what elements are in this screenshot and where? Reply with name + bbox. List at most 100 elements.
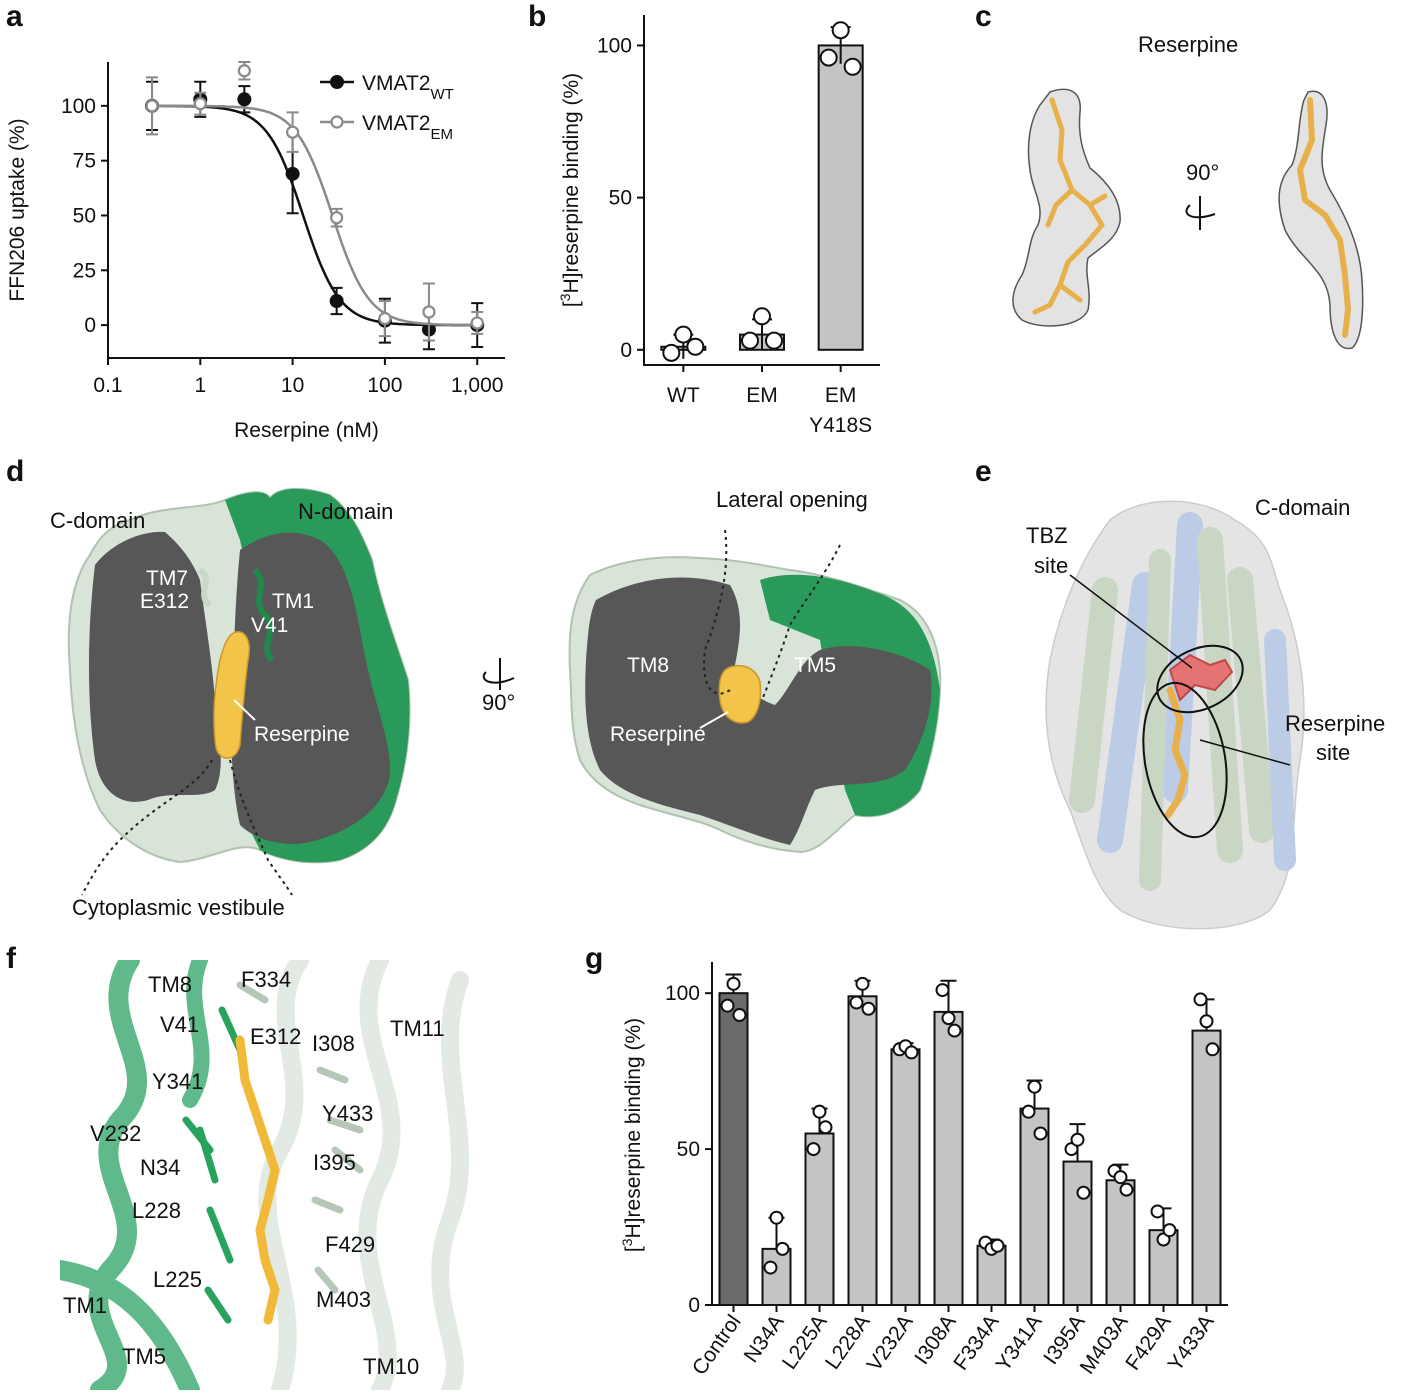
label-f-tm11: TM11	[390, 1016, 445, 1041]
point-g	[1205, 1042, 1220, 1057]
label-f-l225: L225	[153, 1267, 202, 1292]
legend-label-a: VMAT2EM	[362, 112, 453, 143]
density-map-side	[1278, 90, 1364, 350]
x-tick-label-a: 1	[194, 374, 206, 397]
label-reserpine-e1: Reserpine	[1285, 711, 1385, 736]
panel-label-f: f	[6, 942, 17, 975]
point-em	[422, 305, 436, 319]
point-g	[726, 976, 741, 991]
label-c-domain-d: C-domain	[50, 508, 145, 533]
point-g	[1119, 1182, 1134, 1197]
density-map-front	[1012, 88, 1121, 327]
reserpine-stick-side	[1297, 97, 1351, 338]
y-tick-label-a: 50	[73, 204, 96, 227]
chart-b-binding: 0 50 100 [3H]reserpine binding (%) WT EM EM Y41…	[557, 15, 880, 437]
point-em	[378, 311, 392, 326]
point-b	[662, 343, 681, 362]
point-b	[674, 325, 693, 344]
helix-bundle	[1069, 512, 1296, 891]
point-g	[720, 998, 735, 1013]
point-g	[1076, 1185, 1091, 1200]
green-sidechains	[182, 1006, 244, 1324]
label-c-domain-e: C-domain	[1255, 495, 1350, 520]
point-wt	[237, 92, 252, 107]
helix-tm10-bg	[258, 960, 309, 1390]
label-vestibule: Cytoplasmic vestibule	[72, 895, 285, 920]
helix-tm11	[358, 960, 401, 1390]
rotate-icon	[1185, 196, 1216, 230]
point-g	[941, 1011, 956, 1026]
x-tick-label-a: 10	[281, 374, 304, 397]
point-wt	[329, 293, 344, 308]
label-f-f334: F334	[241, 967, 291, 992]
helix-tm5	[60, 1260, 200, 1390]
bar-g	[1062, 1160, 1093, 1306]
label-v41-d: V41	[251, 614, 288, 637]
point-g	[1070, 1132, 1085, 1147]
lateral-opening-dots	[703, 529, 841, 701]
label-tm8-d: TM8	[627, 654, 669, 677]
point-b	[831, 21, 850, 40]
y-tick-label-b: 100	[597, 34, 632, 57]
panel-e-cartoon: C-domain TBZ site Reserpine site	[1026, 495, 1385, 930]
point-g	[763, 1260, 778, 1275]
helix-tm8	[182, 960, 210, 1108]
tm7-helix	[197, 567, 213, 608]
label-lateral-opening: Lateral opening	[716, 487, 868, 512]
label-tm5-d: TM5	[794, 654, 836, 677]
point-g	[1199, 1014, 1214, 1029]
slice-right	[585, 577, 932, 845]
point-wt	[285, 166, 300, 181]
label-n-domain-d: N-domain	[298, 499, 393, 524]
y-axis-label-b: [3H]reserpine binding (%)	[557, 73, 583, 307]
reserpine-spheres-right	[718, 664, 762, 724]
point-g	[1021, 1104, 1036, 1119]
point-g	[775, 1241, 790, 1256]
point-g	[812, 1104, 827, 1119]
point-g	[732, 1008, 747, 1023]
point-g	[1193, 992, 1208, 1007]
label-f-tm8: TM8	[148, 972, 192, 997]
y-tick-label-a: 0	[84, 314, 96, 337]
label-tm1-d: TM1	[272, 590, 314, 613]
x-tick-label-g: Control	[688, 1311, 746, 1380]
panel-c-title: Reserpine	[1138, 32, 1238, 57]
label-f-i395: I395	[313, 1150, 356, 1175]
panel-label-e: e	[975, 455, 992, 488]
x-tick-label-g: L225A	[778, 1311, 832, 1374]
label-f-v232: V232	[90, 1121, 141, 1146]
helix-6	[1139, 549, 1171, 891]
panel-label-d: d	[6, 455, 24, 488]
point-g	[806, 1142, 821, 1157]
point-g	[861, 1001, 876, 1016]
point-g	[1033, 1126, 1048, 1141]
pointer-tbz	[1069, 574, 1193, 669]
label-f-tm10: TM10	[363, 1354, 419, 1379]
label-reserpine-d: Reserpine	[254, 723, 350, 746]
label-f-y433: Y433	[322, 1101, 373, 1126]
point-b	[819, 48, 838, 67]
bar-b	[817, 44, 864, 351]
point-g	[1162, 1223, 1177, 1238]
label-f-tm1: TM1	[63, 1293, 107, 1318]
bar-g	[1105, 1179, 1136, 1306]
helix-4	[1227, 567, 1275, 843]
bar-g	[718, 992, 749, 1306]
x-tick-label-b: EM	[746, 384, 778, 407]
legend-label-a: VMAT2WT	[362, 72, 454, 103]
pointer-reserpine-d	[233, 699, 256, 721]
point-em	[237, 64, 251, 78]
bar-g	[761, 1247, 792, 1306]
label-f-m403: M403	[316, 1287, 371, 1312]
label-f-n34: N34	[140, 1155, 180, 1180]
helix-5	[1197, 527, 1243, 863]
x-tick-label-a: 1,000	[451, 374, 504, 397]
label-f-e312: E312	[250, 1024, 301, 1049]
point-em	[470, 316, 484, 330]
point-b	[741, 331, 759, 350]
label-reserpine-d2: Reserpine	[610, 723, 706, 746]
point-g	[1113, 1170, 1128, 1185]
x-tick-label-b: WT	[667, 384, 700, 407]
